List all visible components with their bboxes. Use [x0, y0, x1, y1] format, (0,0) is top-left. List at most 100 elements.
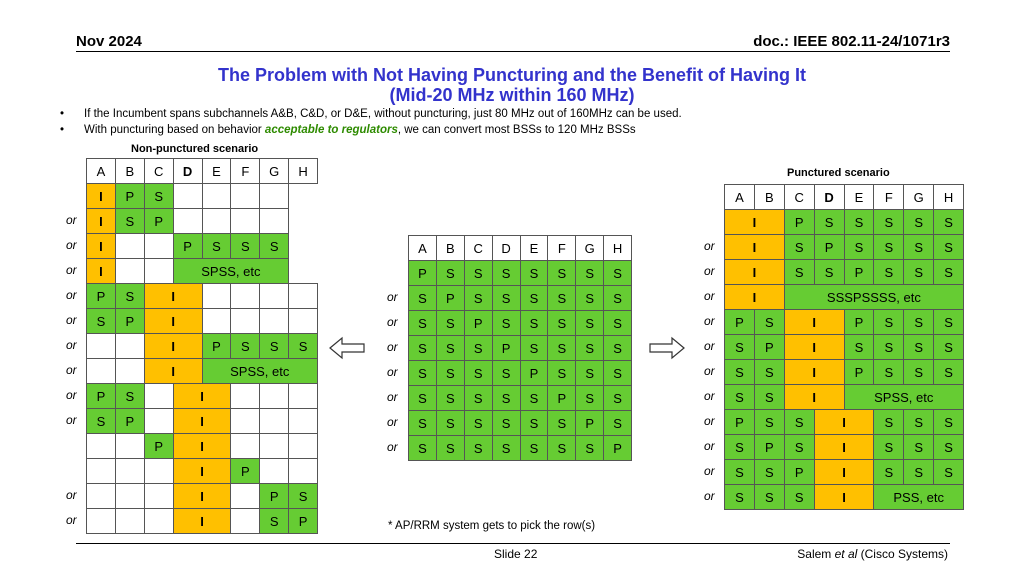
subchannel-cell: S [491, 410, 521, 436]
subchannel-cell: S [933, 434, 964, 460]
subchannel-cell [114, 483, 145, 509]
subchannel-cell [86, 483, 116, 509]
subchannel-cell: S [408, 285, 437, 311]
subchannel-cell: S [873, 209, 905, 235]
bullet-dot: • [60, 124, 65, 136]
column-header: D [172, 158, 203, 184]
subchannel-cell [230, 183, 261, 209]
subchannel-cell: S [873, 259, 905, 285]
incumbent-cell: I [813, 409, 875, 435]
subchannel-cell: S [813, 209, 845, 235]
subchannel-cell [201, 283, 232, 309]
incumbent-cell: I [172, 508, 232, 534]
incumbent-cell: I [143, 358, 203, 384]
column-header: F [547, 235, 577, 261]
subchannel-cell: S [114, 283, 145, 309]
subchannel-cell [230, 208, 261, 234]
subchannel-cell: P [753, 434, 785, 460]
subchannel-cell: S [873, 434, 905, 460]
column-header: F [873, 184, 905, 210]
subchannel-cell: P [843, 359, 875, 385]
subchannel-cell [230, 508, 261, 534]
bullet-1-text: If the Incumbent spans subchannels A&B, … [84, 108, 682, 120]
subchannel-cell: P [724, 409, 755, 435]
subchannel-cell: S [603, 410, 632, 436]
subchannel-cell: P [230, 458, 261, 484]
subchannel-cell: S [933, 409, 964, 435]
subchannel-cell: S [903, 334, 935, 360]
subchannel-cell: S [724, 359, 755, 385]
subchannel-cell [259, 208, 290, 234]
or-label: or [704, 339, 715, 353]
incumbent-cell: I [813, 484, 875, 510]
subchannel-cell: P [463, 310, 493, 336]
incumbent-cell: I [172, 483, 232, 509]
or-label: or [704, 364, 715, 378]
subchannel-cell [288, 383, 318, 409]
subchannel-cell: S [933, 359, 964, 385]
subchannel-cell [259, 458, 290, 484]
subchannel-cell: S [408, 335, 437, 361]
header-rule [76, 51, 950, 52]
subchannel-cell [143, 408, 174, 434]
subchannel-cell [288, 433, 318, 459]
subchannel-cell: S [230, 233, 261, 259]
incumbent-cell: I [86, 258, 116, 284]
subchannel-cell: S [435, 310, 465, 336]
or-label: or [704, 289, 715, 303]
subchannel-cell: S [575, 385, 605, 411]
subchannel-cell: P [86, 383, 116, 409]
subchannel-cell: P [201, 333, 232, 359]
header-date: Nov 2024 [76, 33, 142, 50]
column-header: B [435, 235, 465, 261]
column-header: D [491, 235, 521, 261]
subchannel-cell: S [547, 310, 577, 336]
subchannel-cell: S [783, 434, 815, 460]
or-label: or [66, 238, 77, 252]
subchannel-cell: S [575, 360, 605, 386]
subchannel-cell: S [519, 335, 549, 361]
incumbent-cell: I [86, 208, 116, 234]
subchannel-cell [288, 283, 318, 309]
subchannel-cell: S [435, 410, 465, 436]
or-label: or [66, 338, 77, 352]
incumbent-cell: I [813, 459, 875, 485]
subchannel-cell [114, 258, 145, 284]
column-header: A [408, 235, 437, 261]
subchannel-cell: P [435, 285, 465, 311]
subchannel-cell: S [435, 435, 465, 461]
subchannel-cell: S [753, 384, 785, 410]
subchannel-cell [259, 183, 290, 209]
column-header: H [603, 235, 632, 261]
subchannel-cell: S [753, 409, 785, 435]
subchannel-cell: S [463, 410, 493, 436]
slide-number: Slide 22 [494, 547, 538, 561]
subchannel-cell: S [547, 285, 577, 311]
subchannel-cell: S [408, 410, 437, 436]
subchannel-cell [114, 508, 145, 534]
subchannel-cell: P [575, 410, 605, 436]
subchannel-cell: SSSPSSSS, etc [783, 284, 965, 310]
column-header: G [259, 158, 290, 184]
subchannel-cell: S [547, 360, 577, 386]
subchannel-cell: S [933, 209, 964, 235]
subchannel-cell: S [603, 310, 632, 336]
subchannel-cell: S [575, 335, 605, 361]
subchannel-cell: S [575, 260, 605, 286]
subchannel-cell [172, 208, 203, 234]
footer-author-post: (Cisco Systems) [857, 547, 948, 561]
subchannel-cell: S [408, 435, 437, 461]
subchannel-cell [86, 458, 116, 484]
incumbent-cell: I [86, 183, 116, 209]
subchannel-cell [259, 308, 290, 334]
table-row: I SSSPSSSS, etc [724, 284, 965, 310]
